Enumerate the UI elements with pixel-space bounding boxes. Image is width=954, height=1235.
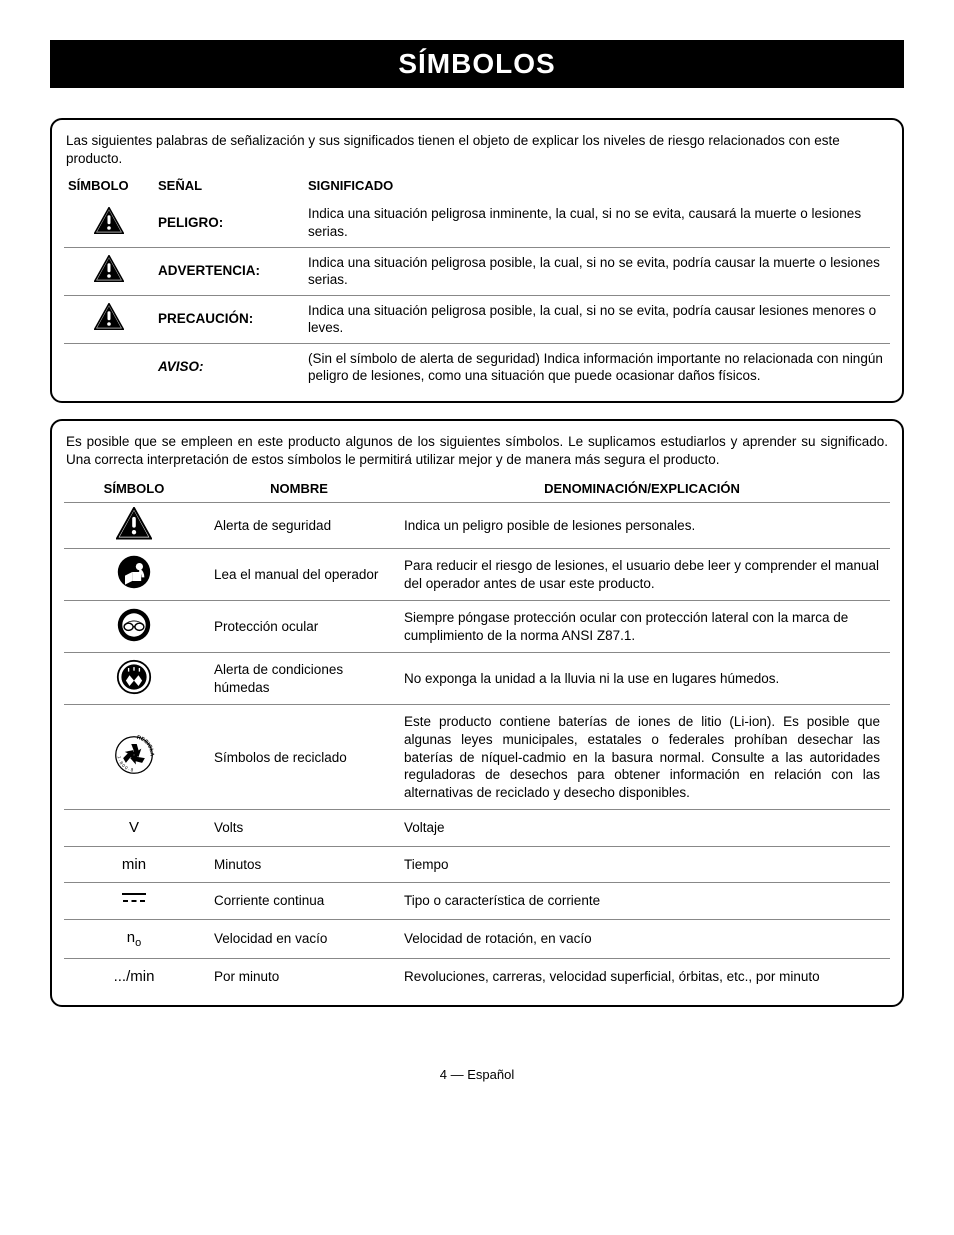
signal-row-signal: PRECAUCIÓN: <box>154 295 304 343</box>
signal-panel: Las siguientes palabras de señalización … <box>50 118 904 403</box>
svg-text:Li-Ion: Li-Ion <box>130 754 139 758</box>
signal-row: PELIGRO:Indica una situación peligrosa i… <box>64 199 890 247</box>
signal-header-symbol: SÍMBOLO <box>64 174 154 199</box>
symbol-row-icon-cell <box>64 653 204 705</box>
symbol-row-name: Símbolos de reciclado <box>204 705 394 810</box>
dc-icon <box>121 891 147 905</box>
alert-icon <box>116 507 152 539</box>
symbols-panel: Es posible que se empleen en este produc… <box>50 419 904 1007</box>
no-load-speed-icon: no <box>127 928 141 950</box>
symbol-row-icon-cell <box>64 883 204 920</box>
symbol-row: minMinutosTiempo <box>64 846 890 883</box>
symbol-row-name: Volts <box>204 810 394 847</box>
symbol-row-name: Por minuto <box>204 959 394 995</box>
signal-row-signal: ADVERTENCIA: <box>154 247 304 295</box>
symbol-row-name: Alerta de condiciones húmedas <box>204 653 394 705</box>
signal-row-icon-cell <box>64 199 154 247</box>
signal-row-icon-cell <box>64 295 154 343</box>
eye-protection-icon <box>116 607 152 643</box>
page-title: SÍMBOLOS <box>50 40 904 88</box>
symbols-header-name: NOMBRE <box>204 475 394 503</box>
signal-header-signal: SEÑAL <box>154 174 304 199</box>
signal-row-meaning: Indica una situación peligrosa inminente… <box>304 199 890 247</box>
symbols-header-symbol: SÍMBOLO <box>64 475 204 503</box>
symbol-row-name: Protección ocular <box>204 601 394 653</box>
signal-row: ADVERTENCIA:Indica una situación peligro… <box>64 247 890 295</box>
signal-row-icon-cell <box>64 343 154 391</box>
signal-header-meaning: SIGNIFICADO <box>304 174 890 199</box>
symbol-row-icon-cell <box>64 549 204 601</box>
alert-icon <box>94 207 124 234</box>
signal-row: PRECAUCIÓN:Indica una situación peligros… <box>64 295 890 343</box>
symbols-header-desc: DENOMINACIÓN/EXPLICACIÓN <box>394 475 890 503</box>
signal-row-signal: AVISO: <box>154 343 304 391</box>
symbol-row: Protección ocularSiempre póngase protecc… <box>64 601 890 653</box>
wet-conditions-icon <box>116 659 152 695</box>
symbol-row-desc: Tiempo <box>394 846 890 883</box>
symbol-row-desc: Siempre póngase protección ocular con pr… <box>394 601 890 653</box>
symbol-row-name: Velocidad en vacío <box>204 919 394 958</box>
symbol-row: VVoltsVoltaje <box>64 810 890 847</box>
symbol-row-desc: Velocidad de rotación, en vacío <box>394 919 890 958</box>
recycle-icon: RECICLA 1 · 8 0 0 · 8 2 2 Li-Ion <box>113 734 155 776</box>
symbol-row-name: Lea el manual del operador <box>204 549 394 601</box>
symbol-row-name: Corriente continua <box>204 883 394 920</box>
signal-row-meaning: (Sin el símbolo de alerta de seguridad) … <box>304 343 890 391</box>
alert-icon <box>94 303 124 330</box>
symbol-row-icon-cell <box>64 601 204 653</box>
symbol-row-desc: No exponga la unidad a la lluvia ni la u… <box>394 653 890 705</box>
symbol-row-desc: Para reducir el riesgo de lesiones, el u… <box>394 549 890 601</box>
signal-row-meaning: Indica una situación peligrosa posible, … <box>304 295 890 343</box>
symbol-row-desc: Este producto contiene baterías de iones… <box>394 705 890 810</box>
symbol-row-icon-cell: min <box>64 846 204 883</box>
symbol-row-name: Alerta de seguridad <box>204 503 394 549</box>
symbol-row: no Velocidad en vacíoVelocidad de rotació… <box>64 919 890 958</box>
symbol-row: Alerta de seguridadIndica un peligro pos… <box>64 503 890 549</box>
symbol-row-icon-cell: no <box>64 919 204 958</box>
symbol-row-desc: Tipo o característica de corriente <box>394 883 890 920</box>
symbol-row-icon-cell: .../min <box>64 959 204 995</box>
signal-row-icon-cell <box>64 247 154 295</box>
page-footer: 4 — Español <box>50 1067 904 1082</box>
symbol-row: Corriente continuaTipo o característica … <box>64 883 890 920</box>
symbols-table: SÍMBOLO NOMBRE DENOMINACIÓN/EXPLICACIÓN … <box>64 475 890 994</box>
symbol-row-icon-cell: V <box>64 810 204 847</box>
symbol-row-icon-cell: RECICLA 1 · 8 0 0 · 8 2 2 Li-Ion <box>64 705 204 810</box>
symbol-row: Lea el manual del operadorPara reducir e… <box>64 549 890 601</box>
symbol-row-desc: Revoluciones, carreras, velocidad superf… <box>394 959 890 995</box>
symbol-row-desc: Voltaje <box>394 810 890 847</box>
signal-table: SÍMBOLO SEÑAL SIGNIFICADO PELIGRO:Indica… <box>64 174 890 390</box>
signal-row: AVISO:(Sin el símbolo de alerta de segur… <box>64 343 890 391</box>
symbol-row-icon-cell <box>64 503 204 549</box>
symbols-intro: Es posible que se empleen en este produc… <box>64 431 890 475</box>
symbol-row-desc: Indica un peligro posible de lesiones pe… <box>394 503 890 549</box>
signal-intro: Las siguientes palabras de señalización … <box>64 130 890 174</box>
symbol-row: .../minPor minutoRevoluciones, carreras,… <box>64 959 890 995</box>
symbol-row: Alerta de condiciones húmedasNo exponga … <box>64 653 890 705</box>
signal-row-meaning: Indica una situación peligrosa posible, … <box>304 247 890 295</box>
symbol-row: RECICLA 1 · 8 0 0 · 8 2 2 Li-Ion Símbolo… <box>64 705 890 810</box>
signal-row-signal: PELIGRO: <box>154 199 304 247</box>
symbol-row-name: Minutos <box>204 846 394 883</box>
alert-icon <box>94 255 124 282</box>
read-manual-icon <box>116 554 152 590</box>
